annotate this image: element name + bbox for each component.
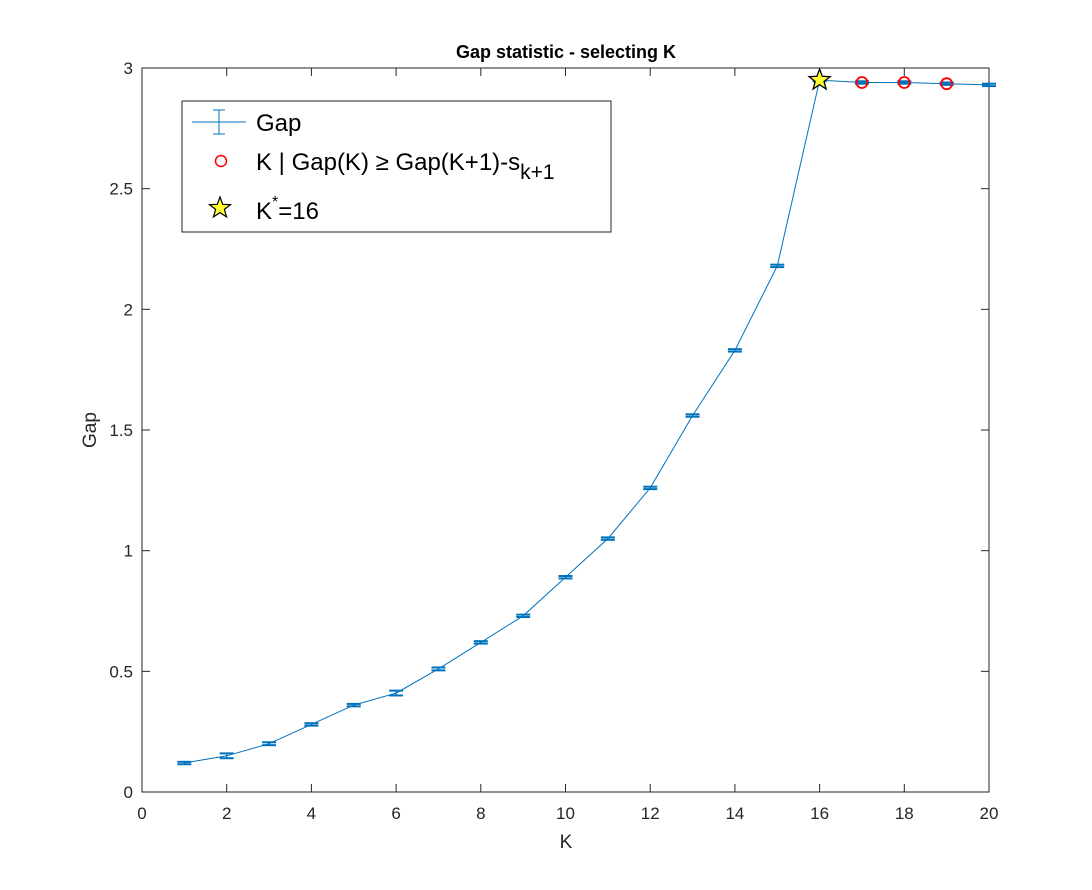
x-tick-label: 0	[137, 804, 146, 823]
legend-condition-main: K | Gap(K) ≥ Gap(K+1)-s	[256, 149, 520, 176]
x-tick-label: 2	[222, 804, 231, 823]
x-axis-label: K	[560, 832, 573, 853]
legend-kstar-superscript: *	[272, 194, 278, 211]
kstar-marker	[807, 67, 832, 91]
gap-errorbar	[431, 666, 446, 672]
x-tick-label: 6	[391, 804, 400, 823]
plot-area	[177, 67, 996, 766]
gap-errorbar	[219, 752, 234, 760]
gap-errorbar	[770, 263, 785, 269]
x-tick-label: 16	[810, 804, 829, 823]
y-tick-label: 2.5	[109, 180, 133, 199]
gap-series-line	[184, 79, 990, 764]
x-tick-label: 20	[980, 804, 999, 823]
gap-errorbar	[727, 348, 742, 353]
gap-errorbar	[177, 760, 192, 766]
gap-errorbar	[346, 702, 361, 708]
x-axis-ticks: 0 2 4 6 8 10 12 14 16 18 20	[137, 68, 998, 823]
condition-marker	[940, 77, 954, 91]
legend: Gap K | Gap(K) ≥ Gap(K+1)-sk+1 K*=16	[181, 100, 612, 233]
x-tick-label: 4	[307, 804, 316, 823]
y-tick-label: 2	[124, 300, 133, 319]
y-axis-ticks: 0 0.5 1 1.5 2 2.5 3	[109, 59, 989, 802]
y-axis-label: Gap	[80, 412, 101, 448]
y-tick-label: 1.5	[109, 421, 133, 440]
x-tick-label: 8	[476, 804, 485, 823]
y-tick-label: 0.5	[109, 662, 133, 681]
gap-errorbar	[600, 536, 615, 541]
y-tick-label: 1	[124, 542, 133, 561]
x-tick-label: 18	[895, 804, 914, 823]
condition-marker	[897, 76, 911, 89]
gap-errorbar	[304, 722, 319, 727]
legend-condition-subscript: k+1	[520, 161, 554, 184]
gap-errorbar	[473, 640, 488, 645]
gap-errorbar	[558, 575, 573, 580]
x-tick-label: 10	[556, 804, 575, 823]
chart-title: Gap statistic - selecting K	[456, 42, 676, 62]
legend-kstar-label: K*=16	[256, 194, 319, 225]
gap-errorbar	[643, 485, 658, 491]
legend-box	[181, 100, 612, 233]
gap-errorbar	[516, 613, 531, 619]
legend-condition-label: K | Gap(K) ≥ Gap(K+1)-sk+1	[256, 149, 555, 184]
legend-star-icon	[207, 195, 233, 219]
legend-circle-icon	[214, 154, 228, 168]
x-tick-label: 12	[641, 804, 660, 823]
gap-errorbar	[262, 741, 277, 747]
y-tick-label: 3	[124, 59, 133, 78]
gap-errorbar	[389, 689, 404, 697]
x-tick-label: 14	[725, 804, 744, 823]
gap-errorbar	[982, 82, 996, 88]
legend-gap-label: Gap	[256, 110, 301, 137]
legend-gap-icon	[192, 109, 246, 135]
y-tick-label: 0	[124, 783, 133, 802]
legend-kstar-value: =16	[278, 198, 319, 225]
condition-marker	[855, 76, 869, 89]
gap-errorbar	[685, 413, 700, 418]
legend-kstar-k: K	[256, 198, 272, 225]
